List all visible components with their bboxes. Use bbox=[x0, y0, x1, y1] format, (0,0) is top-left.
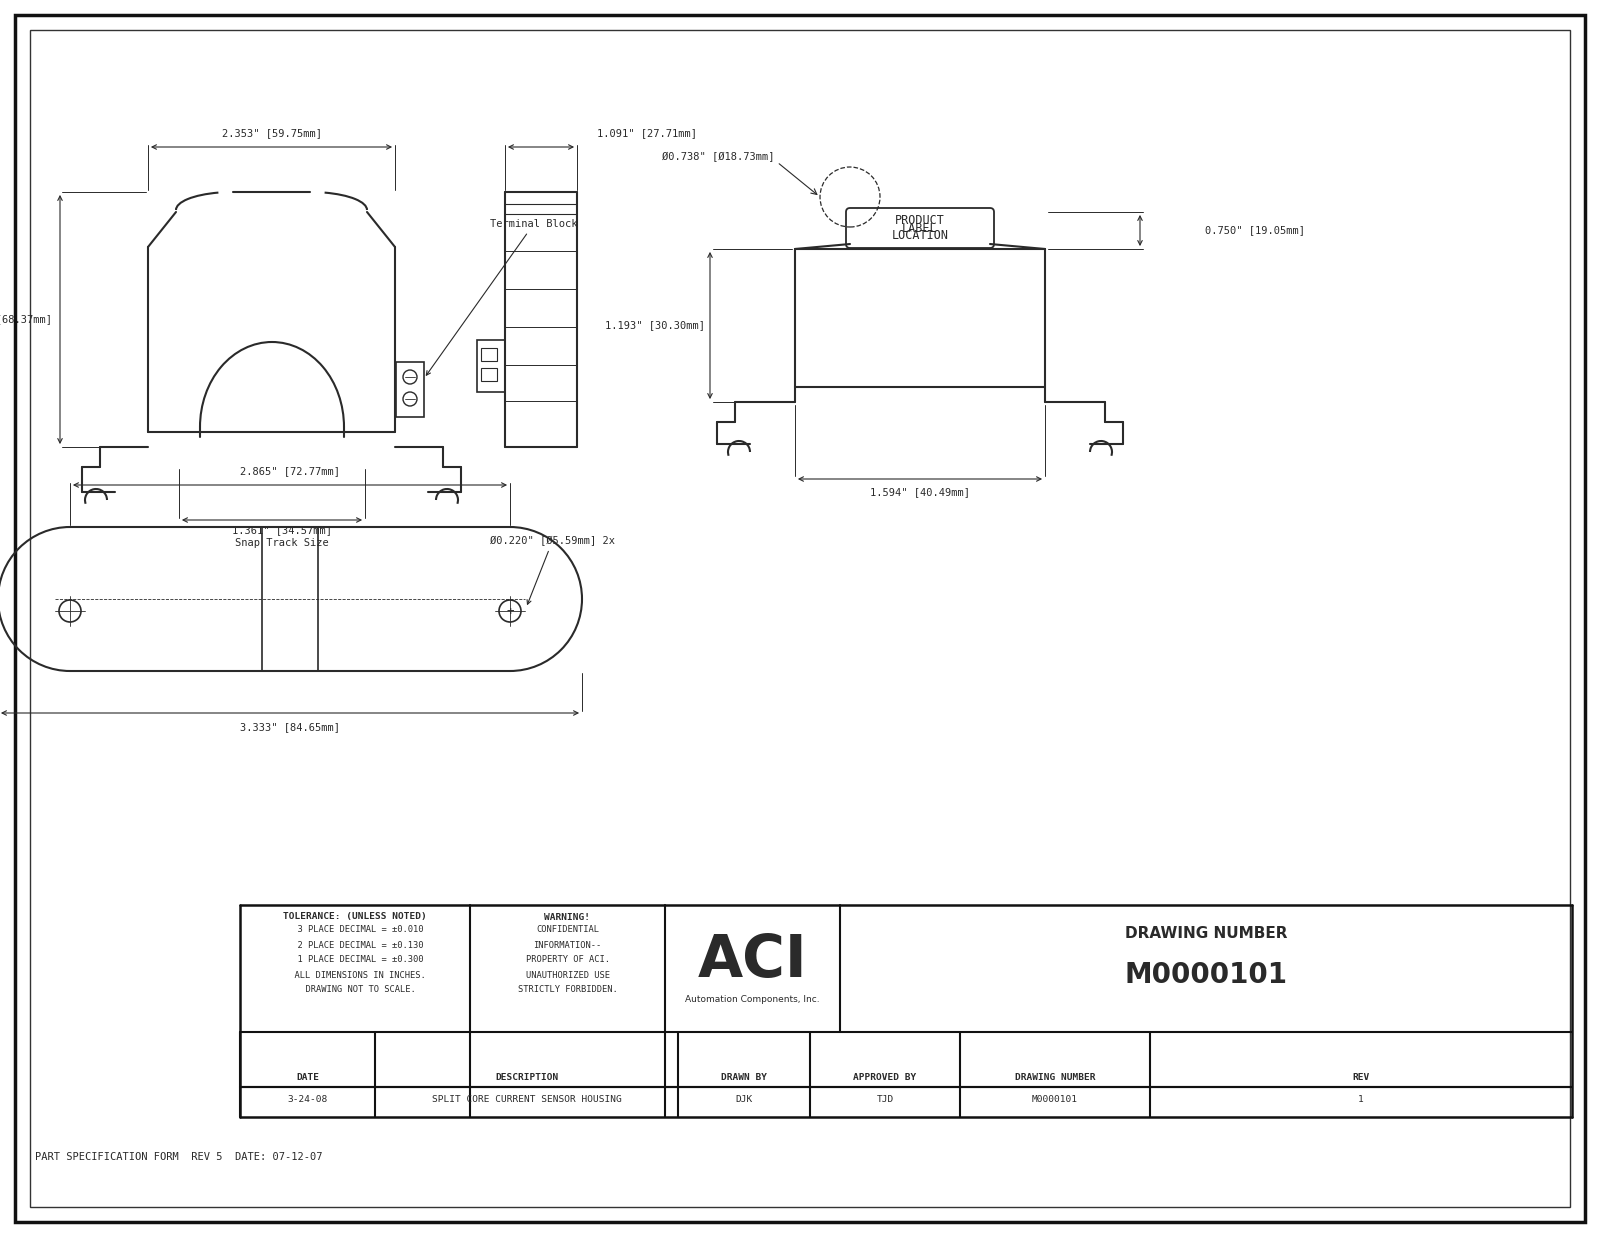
Text: 2.692" [68.37mm]: 2.692" [68.37mm] bbox=[0, 314, 51, 324]
Bar bbox=[397, 362, 424, 417]
Text: M0000101: M0000101 bbox=[1032, 1095, 1078, 1103]
Text: 2.353" [59.75mm]: 2.353" [59.75mm] bbox=[222, 127, 322, 139]
Text: DJK: DJK bbox=[736, 1095, 752, 1103]
Text: Automation Components, Inc.: Automation Components, Inc. bbox=[685, 996, 819, 1004]
Text: PART SPECIFICATION FORM  REV 5  DATE: 07-12-07: PART SPECIFICATION FORM REV 5 DATE: 07-1… bbox=[35, 1152, 323, 1162]
Text: PROPERTY OF ACI.: PROPERTY OF ACI. bbox=[525, 955, 610, 965]
Text: 1.091" [27.71mm]: 1.091" [27.71mm] bbox=[597, 127, 698, 139]
Bar bbox=[482, 348, 498, 361]
Text: DRAWN BY: DRAWN BY bbox=[722, 1074, 766, 1082]
Text: WARNING!: WARNING! bbox=[544, 913, 590, 922]
Text: TJD: TJD bbox=[877, 1095, 894, 1103]
Text: 0.750" [19.05mm]: 0.750" [19.05mm] bbox=[1205, 225, 1306, 235]
Text: PRODUCT: PRODUCT bbox=[894, 214, 946, 228]
Text: 3 PLACE DECIMAL = ±0.010: 3 PLACE DECIMAL = ±0.010 bbox=[286, 925, 424, 934]
Text: TOLERANCE: (UNLESS NOTED): TOLERANCE: (UNLESS NOTED) bbox=[283, 913, 427, 922]
Text: 3-24-08: 3-24-08 bbox=[288, 1095, 328, 1103]
Text: 1 PLACE DECIMAL = ±0.300: 1 PLACE DECIMAL = ±0.300 bbox=[286, 955, 424, 965]
Bar bbox=[477, 340, 506, 392]
Text: UNAUTHORIZED USE: UNAUTHORIZED USE bbox=[525, 971, 610, 980]
Text: 2.865" [72.77mm]: 2.865" [72.77mm] bbox=[240, 466, 339, 476]
Text: DESCRIPTION: DESCRIPTION bbox=[494, 1074, 558, 1082]
Text: ACI: ACI bbox=[698, 931, 808, 988]
Text: 1: 1 bbox=[1358, 1095, 1363, 1103]
Text: APPROVED BY: APPROVED BY bbox=[853, 1074, 917, 1082]
Text: Snap Track Size: Snap Track Size bbox=[235, 538, 330, 548]
Text: 1.361" [34.57mm]: 1.361" [34.57mm] bbox=[232, 524, 333, 534]
Text: LOCATION: LOCATION bbox=[891, 229, 949, 241]
Text: 1.594" [40.49mm]: 1.594" [40.49mm] bbox=[870, 487, 970, 497]
Bar bbox=[482, 367, 498, 381]
Text: Ø0.220" [Ø5.59mm] 2x: Ø0.220" [Ø5.59mm] 2x bbox=[490, 536, 614, 604]
Text: 3.333" [84.65mm]: 3.333" [84.65mm] bbox=[240, 722, 339, 732]
Text: Terminal Block: Terminal Block bbox=[426, 219, 578, 375]
Text: INFORMATION--: INFORMATION-- bbox=[533, 940, 602, 950]
Text: DRAWING NUMBER: DRAWING NUMBER bbox=[1014, 1074, 1096, 1082]
Text: LABEL: LABEL bbox=[902, 221, 938, 235]
Text: DRAWING NOT TO SCALE.: DRAWING NOT TO SCALE. bbox=[294, 986, 416, 995]
Text: REV: REV bbox=[1352, 1074, 1370, 1082]
Text: CONFIDENTIAL: CONFIDENTIAL bbox=[536, 925, 598, 934]
Text: ALL DIMENSIONS IN INCHES.: ALL DIMENSIONS IN INCHES. bbox=[285, 971, 426, 980]
Text: Ø0.738" [Ø18.73mm]: Ø0.738" [Ø18.73mm] bbox=[662, 152, 774, 162]
Text: SPLIT CORE CURRENT SENSOR HOUSING: SPLIT CORE CURRENT SENSOR HOUSING bbox=[432, 1095, 621, 1103]
Text: M0000101: M0000101 bbox=[1125, 961, 1288, 990]
Text: DRAWING NUMBER: DRAWING NUMBER bbox=[1125, 925, 1288, 940]
Text: DATE: DATE bbox=[296, 1074, 318, 1082]
Text: +: + bbox=[506, 605, 514, 617]
Text: STRICTLY FORBIDDEN.: STRICTLY FORBIDDEN. bbox=[518, 986, 618, 995]
Text: 2 PLACE DECIMAL = ±0.130: 2 PLACE DECIMAL = ±0.130 bbox=[286, 940, 424, 950]
Text: 1.193" [30.30mm]: 1.193" [30.30mm] bbox=[605, 320, 706, 330]
